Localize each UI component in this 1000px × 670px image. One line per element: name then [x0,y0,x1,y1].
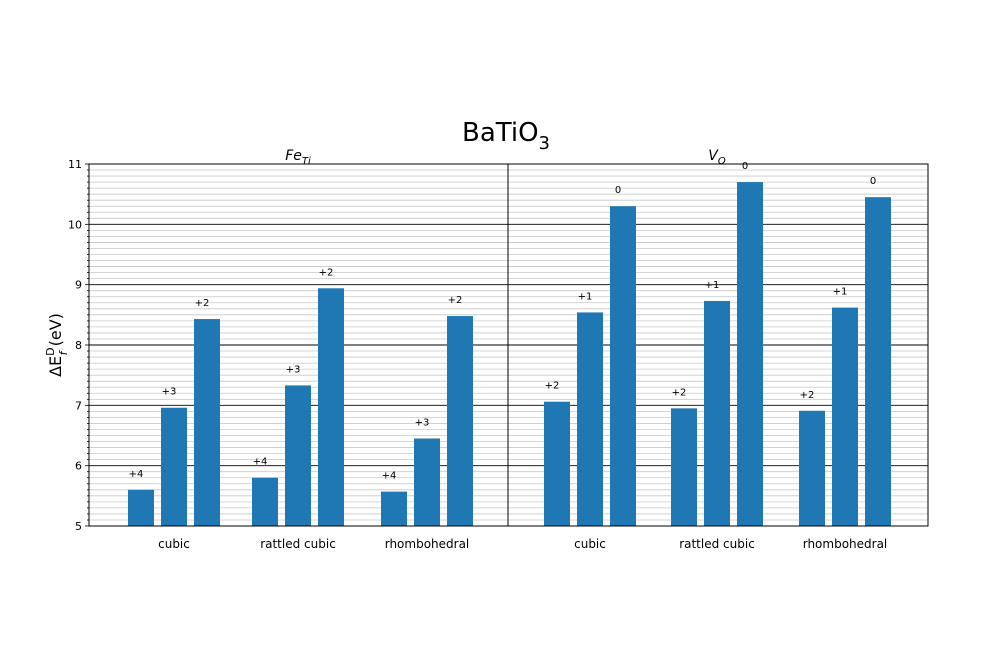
bar-charge-label: +2 [672,387,687,398]
x-tick-label: cubic [158,537,190,551]
y-tick-label: 8 [75,339,82,352]
bar [865,197,891,526]
bar-charge-label: +2 [545,381,560,392]
chart-title: BaTiO3 [462,118,550,154]
bar [381,491,407,526]
bar [799,410,825,526]
bar [128,489,154,526]
bar [737,182,763,526]
bar [447,316,473,526]
bar-charge-label: +2 [448,295,463,306]
bars [128,182,891,526]
bar [544,401,570,526]
bar [285,385,311,526]
bar-labels: +4 +3 +2 +4 +3 +2 +4 +3 +2 +2 +1 0 +2 +1 0 +2 +1 0 [129,161,877,482]
bar-charge-label: +1 [578,291,593,302]
panel-title-fe-ti: FeTi [285,148,311,167]
bar-charge-label: +2 [319,267,334,278]
bar-charge-label: +3 [415,418,430,429]
bar [577,312,603,526]
bar-charge-label: +4 [129,469,144,480]
bar [832,307,858,526]
bar-charge-label: +2 [800,390,815,401]
y-tick-label: 11 [68,158,82,171]
bar-charge-label: +1 [833,287,848,298]
bar [161,407,187,526]
x-tick-label: rhombohedral [385,537,470,551]
bar [252,477,278,526]
y-ticks: 5 6 7 8 9 10 11 [68,158,89,533]
y-tick-label: 7 [75,399,82,412]
right-panel-frame [507,163,929,527]
bar-charge-label: 0 [615,185,621,196]
x-tick-label: cubic [574,537,606,551]
bar-charge-label: +3 [286,364,301,375]
y-tick-label: 9 [75,279,82,292]
bar [610,206,636,526]
bar [194,319,220,526]
bar-charge-label: +1 [705,280,720,291]
x-tick-label: rattled cubic [260,537,336,551]
y-axis-label: ΔEDf (eV) [44,313,70,377]
x-tick-label: rhombohedral [803,537,888,551]
y-tick-label: 6 [75,460,82,473]
x-tick-labels: cubic rattled cubic rhombohedral cubic rattl… [158,537,887,551]
panel-title-v-o: VO [708,148,726,167]
bar-charge-label: 0 [742,161,748,172]
bar [671,408,697,526]
bar-charge-label: 0 [870,176,876,187]
bar-charge-label: +2 [195,298,210,309]
bar-charge-label: +3 [162,387,177,398]
bar-charge-label: +4 [382,471,397,482]
bar [704,300,730,526]
bar-charge-label: +4 [253,457,268,468]
y-tick-label: 5 [75,520,82,533]
y-tick-label: 10 [68,218,82,231]
bar [414,438,440,526]
x-tick-label: rattled cubic [679,537,755,551]
bar [318,288,344,526]
